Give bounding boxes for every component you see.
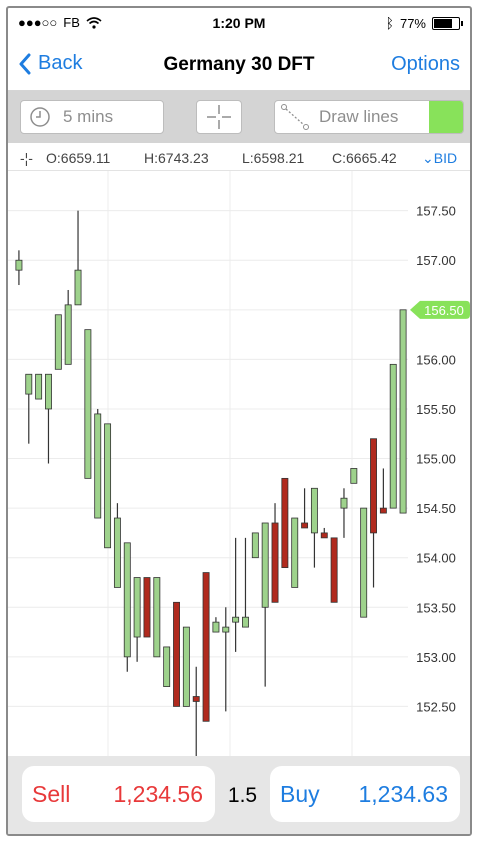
candle-up: [94, 413, 102, 519]
signal-dots-icon: ●●●○○: [18, 15, 58, 30]
candle-up: [389, 363, 397, 509]
candle-up: [45, 373, 52, 410]
y-tick-label: 154.50: [416, 501, 456, 516]
chevron-down-icon: ⌄: [422, 150, 434, 166]
trade-bar: Sell 1,234.56 1.5 Buy 1,234.63: [8, 756, 470, 834]
buy-label: Buy: [280, 780, 320, 807]
candle-up: [212, 621, 220, 633]
candle-up: [113, 517, 121, 588]
candle-up: [74, 269, 82, 306]
y-tick-label: 155.00: [416, 452, 456, 467]
candle-up: [133, 577, 141, 638]
status-right: ᛒ 77%: [385, 15, 463, 31]
y-tick-label: 154.00: [416, 551, 456, 566]
spread-value: 1.5: [227, 784, 258, 807]
candle-down: [370, 438, 377, 534]
y-tick-label: 156.00: [416, 352, 456, 367]
status-bar: ●●●○○ FB 1:20 PM ᛒ 77%: [8, 8, 470, 38]
clock-icon: [30, 107, 50, 127]
candle-up: [153, 577, 161, 658]
nav-bar: Back Germany 30 DFT Options: [8, 38, 470, 91]
crosshair-button[interactable]: [196, 100, 242, 134]
candle-up: [251, 532, 259, 559]
sell-button[interactable]: Sell 1,234.56: [22, 766, 215, 822]
candle-up: [291, 517, 299, 588]
y-tick-label: 152.50: [416, 699, 456, 714]
y-tick-label: 157.50: [416, 204, 456, 219]
crosshair-small-icon: -¦-: [20, 150, 33, 166]
candle-down: [330, 537, 338, 603]
candle-down: [320, 532, 328, 539]
app-frame: ●●●○○ FB 1:20 PM ᛒ 77% Back Germany 30 D…: [6, 6, 472, 836]
back-label: Back: [38, 52, 83, 74]
candle-up: [340, 497, 348, 509]
ohlc-low: L:6598.21: [242, 150, 305, 166]
buy-button[interactable]: Buy 1,234.63: [270, 766, 460, 822]
candlestick-chart[interactable]: 157.50 157.00 156.50 156.00 155.50 155.00 154.…: [8, 171, 470, 771]
candle-down: [271, 522, 279, 603]
ohlc-open: O:6659.11: [46, 150, 111, 166]
price-side-toggle[interactable]: ⌄BID: [422, 150, 457, 167]
draw-lines-label: Draw lines: [319, 107, 399, 126]
battery-percent: 77%: [399, 15, 426, 31]
candle-down: [192, 696, 200, 702]
candle-up: [310, 487, 318, 534]
buy-price: 1,234.63: [358, 780, 448, 807]
candle-up: [222, 626, 230, 633]
candle-up: [360, 507, 368, 618]
candle-up: [163, 646, 171, 687]
chevron-left-icon: [19, 53, 31, 74]
candle-up: [84, 329, 92, 479]
y-tick-label: 157.00: [416, 253, 456, 268]
y-tick-label: 153.00: [416, 650, 456, 665]
options-button[interactable]: Options: [391, 53, 460, 75]
candle-up: [261, 522, 269, 608]
draw-lines-button[interactable]: Draw lines: [274, 100, 464, 134]
candle-up: [54, 314, 62, 370]
candle-up: [399, 309, 407, 514]
battery-icon: [432, 16, 463, 30]
y-tick-label: 153.50: [416, 600, 456, 615]
draw-toggle-indicator[interactable]: [429, 101, 463, 133]
ohlc-close: C:6665.42: [332, 150, 397, 166]
status-time: 1:20 PM: [212, 15, 266, 31]
sell-price: 1,234.56: [113, 780, 203, 807]
chart-toolbar: 5 mins Draw lines: [8, 91, 470, 143]
y-tick-label: 155.50: [416, 402, 456, 417]
carrier-label: FB: [63, 15, 80, 30]
bluetooth-icon: ᛒ: [385, 15, 394, 31]
candle-up: [104, 423, 112, 549]
current-price-label: 156.50: [424, 303, 464, 318]
crosshair-icon: [207, 105, 231, 129]
ohlc-bar: -¦- O:6659.11 H:6743.23 L:6598.21 C:6665…: [8, 144, 470, 171]
sell-label: Sell: [32, 780, 71, 807]
timeframe-label: 5 mins: [63, 107, 114, 126]
wifi-icon: [86, 16, 102, 29]
ohlc-high: H:6743.23: [144, 150, 209, 166]
candle-up: [350, 468, 358, 484]
candle-up: [25, 373, 33, 395]
candle-up: [232, 616, 240, 623]
candle-down: [301, 522, 309, 529]
current-price-badge: [410, 300, 470, 319]
candle-up: [182, 626, 190, 707]
price-side-label: BID: [433, 150, 458, 166]
candle-down: [202, 572, 210, 722]
back-button[interactable]: Back: [18, 52, 82, 75]
candle-up: [35, 373, 43, 400]
candle-up: [242, 616, 249, 628]
timeframe-selector[interactable]: 5 mins: [20, 100, 164, 134]
status-left: ●●●○○ FB: [18, 15, 102, 30]
draw-line-icon: [281, 104, 309, 130]
candle-down: [281, 477, 289, 569]
candle-up: [15, 259, 23, 271]
candle-up: [64, 304, 72, 365]
candle-down: [379, 507, 387, 514]
candle-down: [143, 577, 151, 638]
candle-down: [173, 601, 180, 707]
candle-up: [123, 542, 131, 658]
